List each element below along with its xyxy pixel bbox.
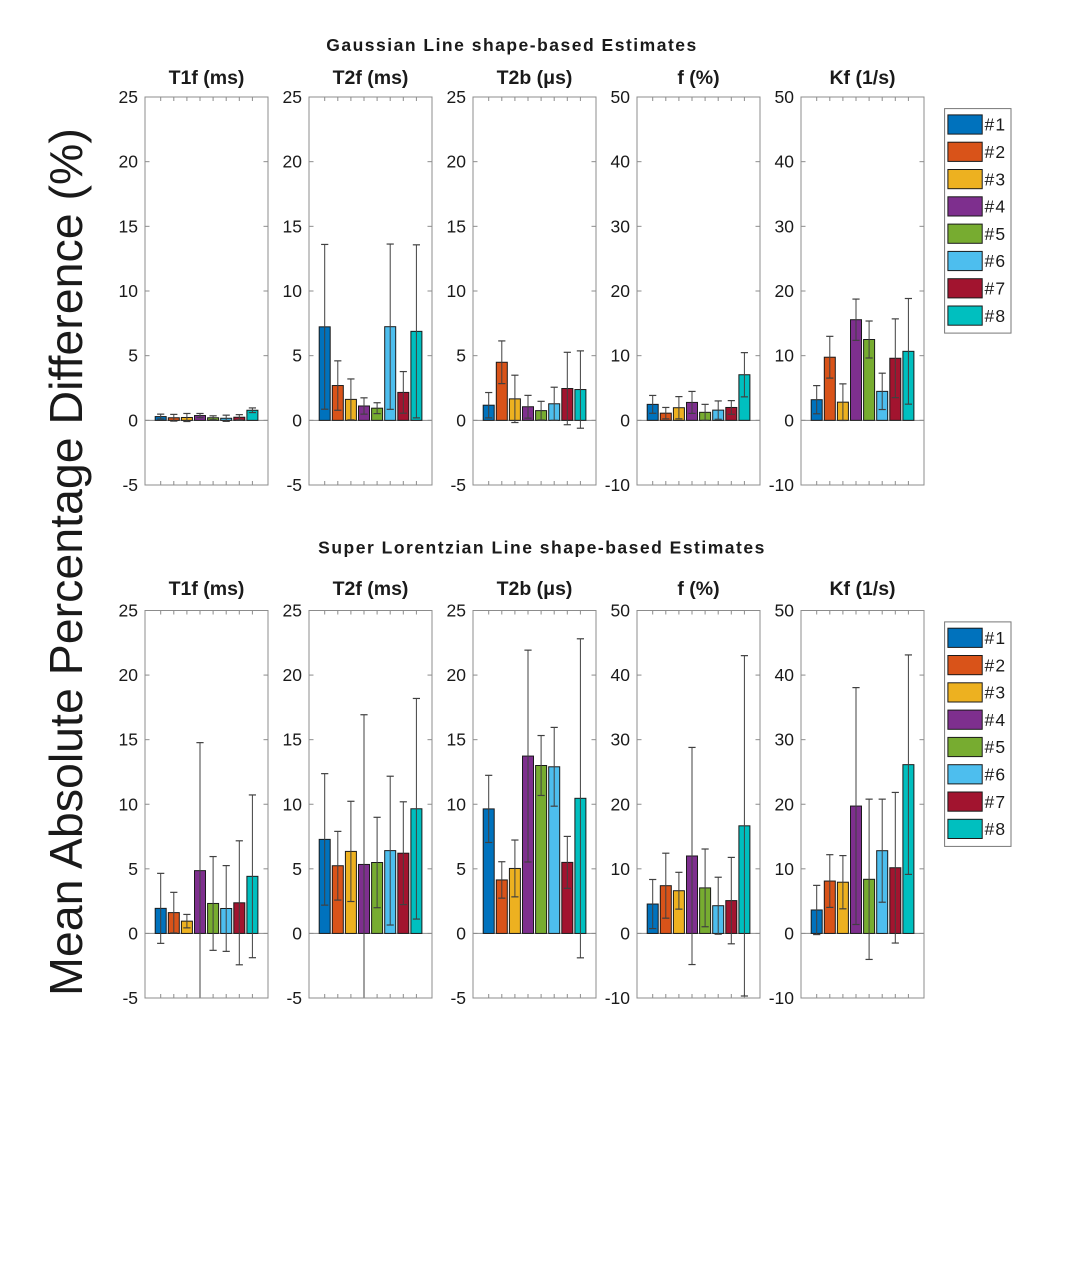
svg-text:0: 0 bbox=[784, 923, 794, 943]
svg-text:25: 25 bbox=[283, 87, 302, 107]
svg-text:10: 10 bbox=[119, 281, 139, 301]
svg-text:-10: -10 bbox=[605, 988, 631, 1008]
svg-text:#7: #7 bbox=[985, 279, 1007, 299]
svg-text:10: 10 bbox=[119, 794, 139, 814]
svg-text:f (%): f (%) bbox=[677, 578, 719, 600]
svg-text:10: 10 bbox=[611, 859, 631, 879]
svg-text:5: 5 bbox=[456, 346, 466, 366]
svg-text:10: 10 bbox=[775, 859, 795, 879]
svg-text:15: 15 bbox=[447, 216, 466, 236]
svg-text:#1: #1 bbox=[985, 115, 1007, 135]
svg-text:-10: -10 bbox=[605, 475, 631, 495]
svg-text:#5: #5 bbox=[985, 737, 1007, 757]
svg-text:30: 30 bbox=[775, 730, 795, 750]
svg-text:-10: -10 bbox=[769, 988, 795, 1008]
svg-text:0: 0 bbox=[784, 410, 794, 430]
svg-text:20: 20 bbox=[611, 794, 631, 814]
svg-text:15: 15 bbox=[119, 730, 138, 750]
svg-text:0: 0 bbox=[456, 410, 466, 430]
svg-text:#3: #3 bbox=[985, 169, 1007, 189]
svg-text:25: 25 bbox=[447, 87, 466, 107]
svg-text:0: 0 bbox=[620, 410, 630, 430]
svg-text:Gaussian Line shape-based Esti: Gaussian Line shape-based Estimates bbox=[326, 35, 698, 55]
svg-text:15: 15 bbox=[119, 216, 138, 236]
svg-text:-5: -5 bbox=[286, 475, 302, 495]
svg-text:Super Lorentzian Line shape-ba: Super Lorentzian Line shape-based Estima… bbox=[318, 538, 766, 558]
svg-text:0: 0 bbox=[292, 410, 302, 430]
svg-text:#4: #4 bbox=[985, 710, 1007, 730]
svg-text:25: 25 bbox=[119, 601, 138, 621]
svg-text:T1f (ms): T1f (ms) bbox=[169, 578, 245, 600]
svg-text:10: 10 bbox=[447, 794, 467, 814]
svg-text:#8: #8 bbox=[985, 819, 1007, 839]
svg-text:15: 15 bbox=[447, 730, 466, 750]
svg-text:40: 40 bbox=[775, 665, 795, 685]
svg-text:T2f (ms): T2f (ms) bbox=[333, 578, 409, 600]
svg-text:50: 50 bbox=[775, 601, 795, 621]
svg-text:-5: -5 bbox=[286, 988, 302, 1008]
svg-text:-5: -5 bbox=[122, 475, 138, 495]
svg-text:30: 30 bbox=[775, 216, 795, 236]
svg-text:#4: #4 bbox=[985, 197, 1007, 217]
svg-text:-5: -5 bbox=[450, 988, 466, 1008]
svg-text:5: 5 bbox=[292, 346, 302, 366]
svg-text:5: 5 bbox=[456, 859, 466, 879]
svg-text:30: 30 bbox=[611, 730, 631, 750]
svg-text:0: 0 bbox=[128, 410, 138, 430]
svg-text:0: 0 bbox=[292, 923, 302, 943]
svg-text:#5: #5 bbox=[985, 224, 1007, 244]
svg-text:10: 10 bbox=[447, 281, 467, 301]
svg-text:#3: #3 bbox=[985, 683, 1007, 703]
svg-text:#6: #6 bbox=[985, 765, 1007, 785]
svg-text:T2b (μs): T2b (μs) bbox=[497, 67, 573, 89]
svg-text:#1: #1 bbox=[985, 628, 1007, 648]
svg-text:0: 0 bbox=[620, 923, 630, 943]
svg-text:T1f (ms): T1f (ms) bbox=[169, 67, 245, 89]
svg-text:20: 20 bbox=[283, 665, 303, 685]
svg-text:40: 40 bbox=[611, 665, 631, 685]
svg-text:#2: #2 bbox=[985, 655, 1007, 675]
svg-text:5: 5 bbox=[128, 859, 138, 879]
svg-text:-5: -5 bbox=[450, 475, 466, 495]
svg-text:10: 10 bbox=[611, 346, 631, 366]
svg-text:T2f (ms): T2f (ms) bbox=[333, 67, 409, 89]
svg-text:5: 5 bbox=[128, 346, 138, 366]
svg-text:10: 10 bbox=[283, 281, 303, 301]
svg-text:20: 20 bbox=[775, 794, 795, 814]
svg-text:20: 20 bbox=[119, 665, 139, 685]
svg-text:10: 10 bbox=[283, 794, 303, 814]
svg-text:15: 15 bbox=[283, 730, 302, 750]
svg-text:Mean Absolute Percentage Diffe: Mean Absolute Percentage Difference (%) bbox=[40, 128, 92, 996]
svg-text:-10: -10 bbox=[769, 475, 795, 495]
svg-text:15: 15 bbox=[283, 216, 302, 236]
svg-text:f (%): f (%) bbox=[677, 67, 719, 89]
svg-text:Kf (1/s): Kf (1/s) bbox=[829, 578, 895, 600]
svg-text:-5: -5 bbox=[122, 988, 138, 1008]
svg-text:50: 50 bbox=[611, 87, 631, 107]
svg-text:Kf (1/s): Kf (1/s) bbox=[829, 67, 895, 89]
svg-text:#2: #2 bbox=[985, 142, 1007, 162]
svg-text:40: 40 bbox=[611, 152, 631, 172]
svg-text:20: 20 bbox=[283, 152, 303, 172]
svg-text:T2b (μs): T2b (μs) bbox=[497, 578, 573, 600]
svg-text:#7: #7 bbox=[985, 792, 1007, 812]
svg-text:25: 25 bbox=[447, 601, 466, 621]
svg-text:20: 20 bbox=[775, 281, 795, 301]
svg-text:20: 20 bbox=[447, 152, 467, 172]
svg-text:50: 50 bbox=[775, 87, 795, 107]
svg-text:5: 5 bbox=[292, 859, 302, 879]
svg-text:20: 20 bbox=[447, 665, 467, 685]
svg-text:#6: #6 bbox=[985, 251, 1007, 271]
svg-text:20: 20 bbox=[611, 281, 631, 301]
svg-text:0: 0 bbox=[456, 923, 466, 943]
svg-text:25: 25 bbox=[119, 87, 138, 107]
svg-text:50: 50 bbox=[611, 601, 631, 621]
svg-text:40: 40 bbox=[775, 152, 795, 172]
svg-text:25: 25 bbox=[283, 601, 302, 621]
svg-text:#8: #8 bbox=[985, 306, 1007, 326]
svg-text:20: 20 bbox=[119, 152, 139, 172]
svg-text:0: 0 bbox=[128, 923, 138, 943]
svg-text:10: 10 bbox=[775, 346, 795, 366]
svg-text:30: 30 bbox=[611, 216, 631, 236]
